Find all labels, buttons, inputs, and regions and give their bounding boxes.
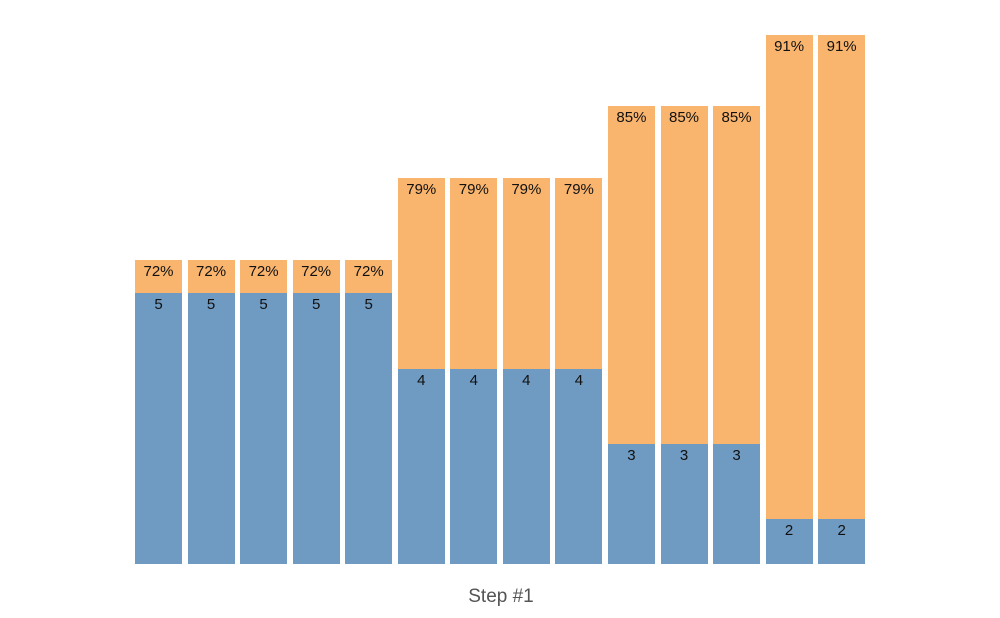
bar-14-top-segment: 91% <box>818 35 866 519</box>
bar-9-top-segment: 79% <box>555 178 603 369</box>
bar-13-bottom-segment: 2 <box>765 519 813 564</box>
bar-8-top-segment: 79% <box>502 178 550 369</box>
bar-12-count-label: 3 <box>732 447 741 464</box>
bar-3-count-label: 5 <box>259 296 268 313</box>
bar-12-bottom-segment: 3 <box>713 444 761 564</box>
bar-13: 91% 2 <box>765 35 813 564</box>
bar-10: 85% 3 <box>607 106 655 564</box>
bar-6: 79% 4 <box>397 178 445 564</box>
bar-8-bottom-segment: 4 <box>502 369 550 564</box>
bar-5-percent-label: 72% <box>353 263 384 280</box>
bar-14-percent-label: 91% <box>826 38 857 55</box>
bar-1-top-segment: 72% <box>135 260 182 293</box>
bar-11-bottom-segment: 3 <box>660 444 708 564</box>
bar-6-percent-label: 79% <box>406 181 437 198</box>
bar-13-top-segment: 91% <box>765 35 813 519</box>
bar-6-bottom-segment: 4 <box>397 369 445 564</box>
bar-1-count-label: 5 <box>154 296 163 313</box>
bar-11-top-segment: 85% <box>660 106 708 444</box>
bar-3: 72% 5 <box>240 260 288 564</box>
bar-7-bottom-segment: 4 <box>450 369 498 564</box>
bar-8: 79% 4 <box>502 178 550 564</box>
bar-2-count-label: 5 <box>206 296 216 313</box>
bar-8-count-label: 4 <box>522 372 531 389</box>
bar-9-bottom-segment: 4 <box>555 369 603 564</box>
bar-10-bottom-segment: 3 <box>607 444 655 564</box>
bar-12: 85% 3 <box>713 106 761 564</box>
bar-4-bottom-segment: 5 <box>292 293 340 564</box>
bar-8-percent-label: 79% <box>511 181 542 198</box>
bar-2-bottom-segment: 5 <box>187 293 235 564</box>
bar-4-count-label: 5 <box>311 296 321 313</box>
bar-2: 72% 5 <box>187 260 235 564</box>
x-axis-label: Step #1 <box>468 586 534 607</box>
bar-1: 72% 5 <box>135 260 182 564</box>
bar-4-top-segment: 72% <box>292 260 340 293</box>
bar-4-percent-label: 72% <box>301 263 332 280</box>
bar-5: 72% 5 <box>345 260 393 564</box>
bar-2-top-segment: 72% <box>187 260 235 293</box>
bar-5-count-label: 5 <box>364 296 373 313</box>
bar-9: 79% 4 <box>555 178 603 564</box>
bar-13-count-label: 2 <box>784 522 794 539</box>
bar-11-count-label: 3 <box>679 447 689 464</box>
bar-10-count-label: 3 <box>627 447 636 464</box>
bar-3-percent-label: 72% <box>248 263 279 280</box>
bar-14-bottom-segment: 2 <box>818 519 866 564</box>
bar-5-top-segment: 72% <box>345 260 393 293</box>
bar-14: 91% 2 <box>818 35 866 564</box>
bar-4: 72% 5 <box>292 260 340 564</box>
bar-11: 85% 3 <box>660 106 708 564</box>
bar-7: 79% 4 <box>450 178 498 564</box>
bar-1-bottom-segment: 5 <box>135 293 182 564</box>
bar-5-bottom-segment: 5 <box>345 293 393 564</box>
bar-13-percent-label: 91% <box>774 38 805 55</box>
bar-10-percent-label: 85% <box>616 109 647 126</box>
bar-12-top-segment: 85% <box>713 106 761 444</box>
bar-11-percent-label: 85% <box>668 109 700 126</box>
bar-3-top-segment: 72% <box>240 260 288 293</box>
bar-14-count-label: 2 <box>837 522 846 539</box>
bar-6-top-segment: 79% <box>397 178 445 369</box>
bar-3-bottom-segment: 5 <box>240 293 288 564</box>
bar-1-percent-label: 72% <box>143 263 174 280</box>
bar-9-percent-label: 79% <box>563 181 594 198</box>
bar-9-count-label: 4 <box>574 372 584 389</box>
bar-10-top-segment: 85% <box>607 106 655 444</box>
bar-2-percent-label: 72% <box>196 263 227 280</box>
bar-7-percent-label: 79% <box>458 181 489 198</box>
plot-area: 72% 5 72% 5 72% 5 72% 5 72% 5 79% 4 79% 4 79% 4 79% 4 85% 3… <box>135 0 867 564</box>
bar-7-top-segment: 79% <box>450 178 498 369</box>
bar-6-count-label: 4 <box>417 372 426 389</box>
bar-12-percent-label: 85% <box>721 109 752 126</box>
bar-7-count-label: 4 <box>469 372 478 389</box>
